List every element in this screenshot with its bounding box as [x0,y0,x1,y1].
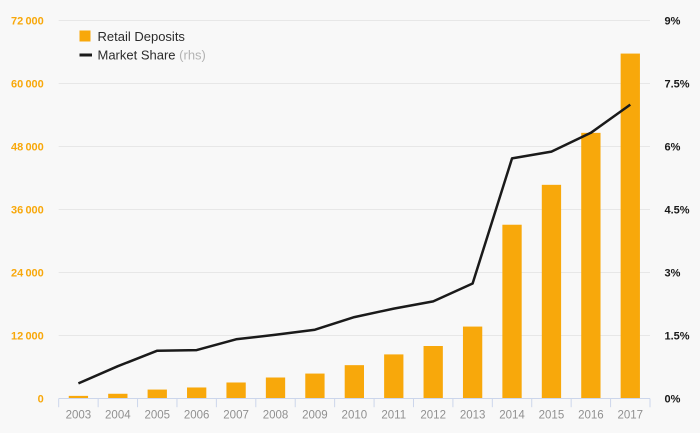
svg-text:2011: 2011 [381,410,406,422]
svg-text:2016: 2016 [578,410,604,422]
svg-text:2005: 2005 [144,410,170,422]
svg-text:1.5%: 1.5% [665,331,690,343]
svg-text:3%: 3% [665,268,681,280]
svg-text:2017: 2017 [617,410,643,422]
svg-text:2004: 2004 [105,410,131,422]
svg-text:Retail Deposits: Retail Deposits [98,29,186,44]
svg-text:72 000: 72 000 [11,16,44,28]
svg-text:2012: 2012 [420,410,446,422]
svg-text:2006: 2006 [184,410,210,422]
svg-text:24 000: 24 000 [11,268,44,280]
svg-text:6%: 6% [665,142,681,154]
svg-text:48 000: 48 000 [11,142,44,154]
svg-text:2014: 2014 [499,410,525,422]
svg-text:2009: 2009 [302,410,328,422]
svg-text:0%: 0% [665,394,681,406]
svg-text:2008: 2008 [263,410,289,422]
svg-text:36 000: 36 000 [11,205,44,217]
svg-text:2010: 2010 [342,410,368,422]
svg-text:0: 0 [38,394,44,406]
svg-text:Market Share (rhs): Market Share (rhs) [98,48,206,63]
svg-text:7.5%: 7.5% [665,79,690,91]
svg-text:2007: 2007 [223,410,249,422]
svg-text:12 000: 12 000 [11,331,44,343]
svg-text:4.5%: 4.5% [665,205,690,217]
svg-text:9%: 9% [665,16,681,28]
svg-text:2015: 2015 [539,410,565,422]
svg-text:60 000: 60 000 [11,79,44,91]
svg-text:2003: 2003 [66,410,92,422]
svg-text:2013: 2013 [460,410,486,422]
